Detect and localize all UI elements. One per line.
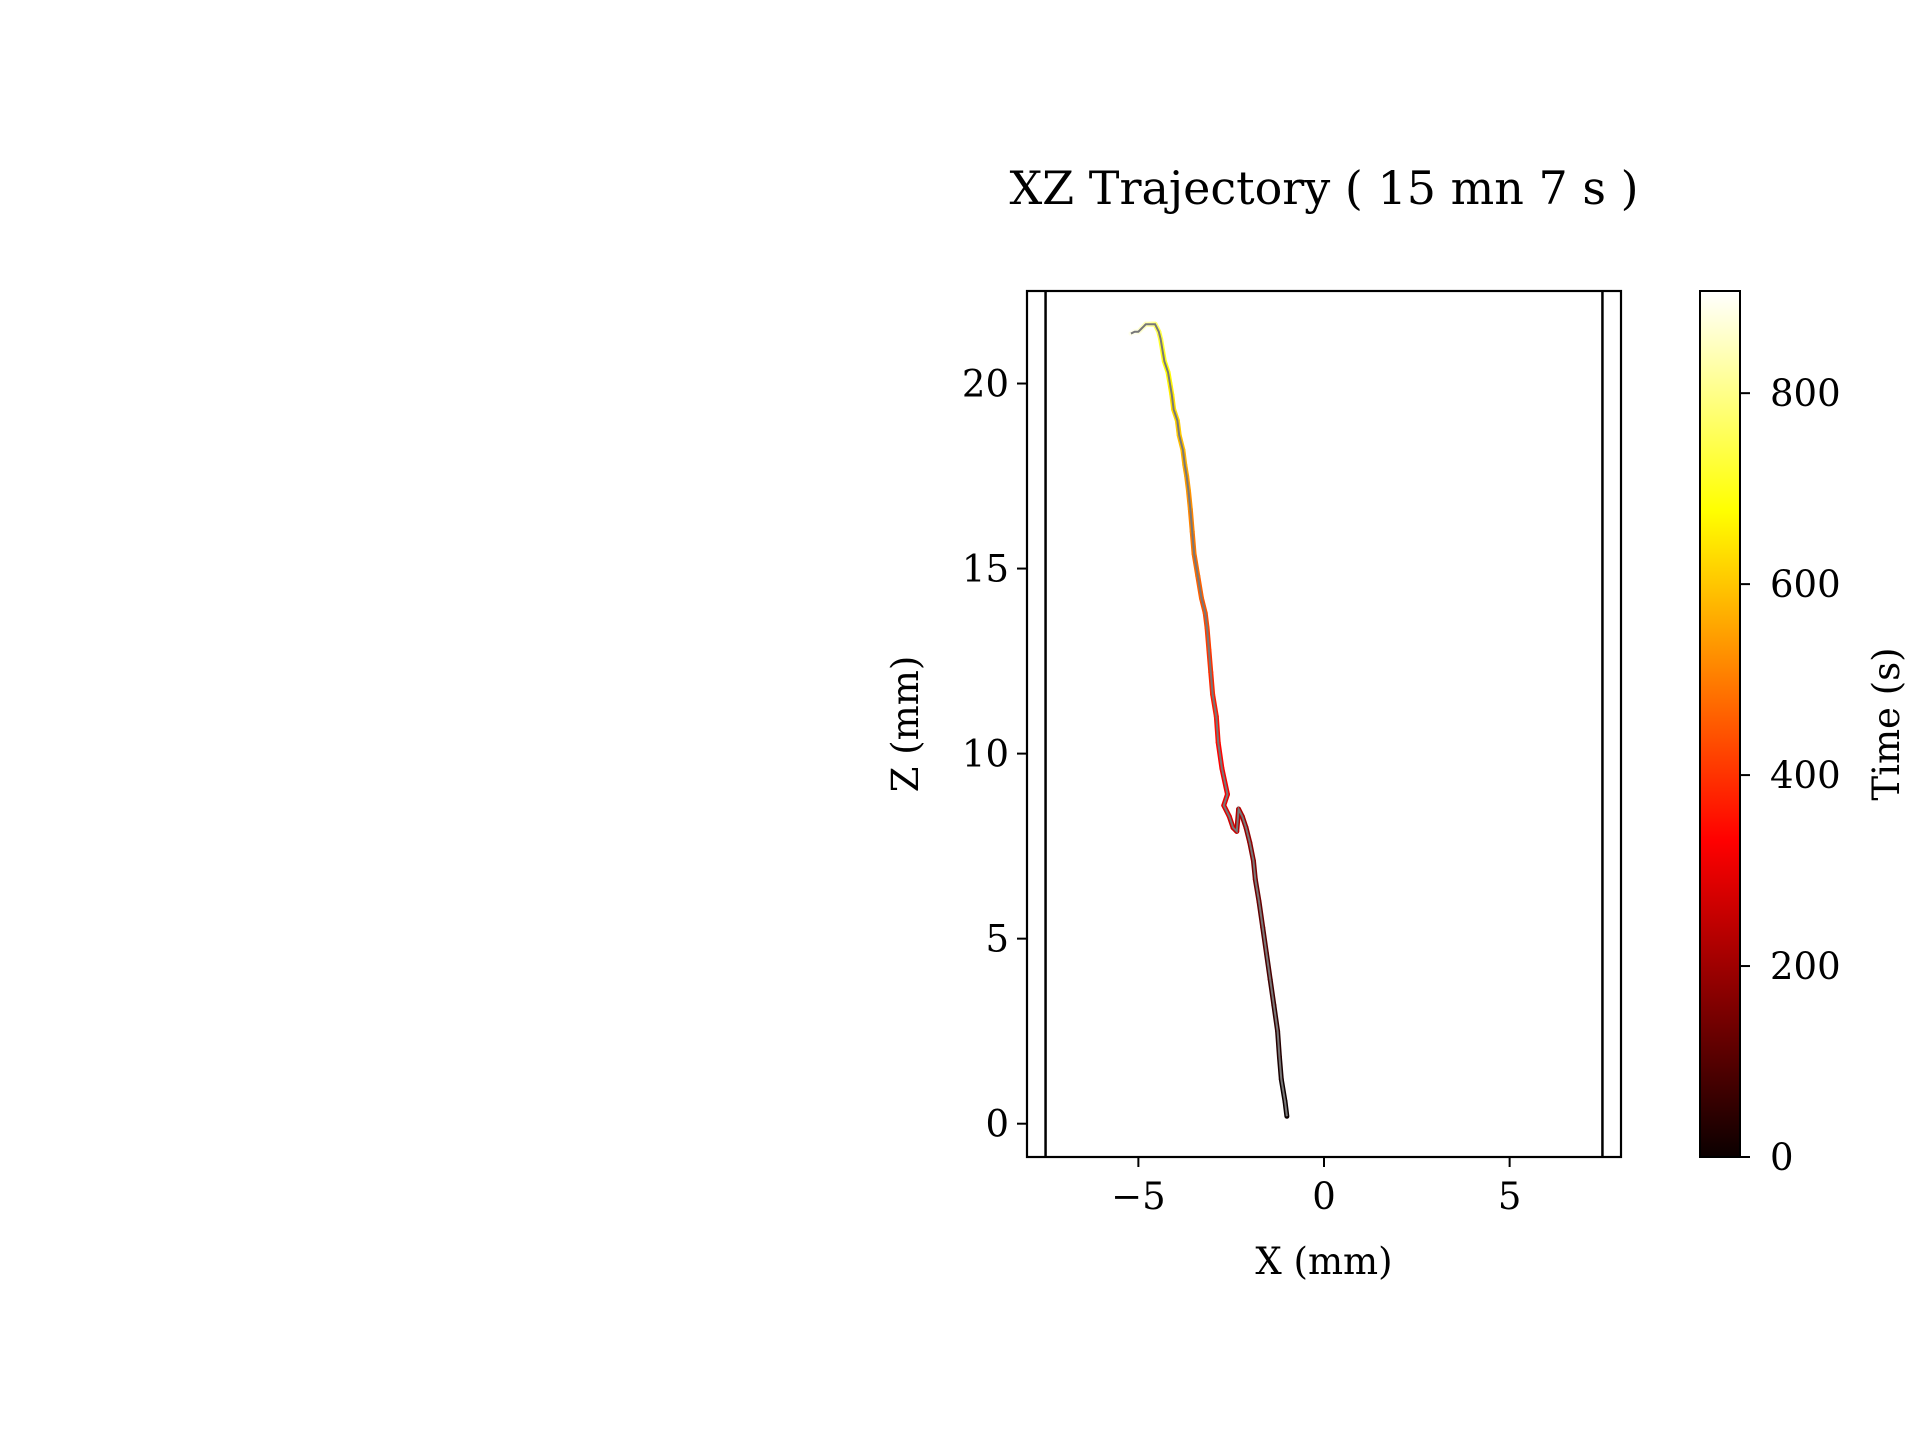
y-tick-label: 10 [962,733,1009,776]
colorbar: 0 200 400 600 800 Time (s) [1699,290,1908,1179]
colorbar-tick-label: 400 [1770,754,1841,797]
y-axis: 0 5 10 15 20 [962,363,1027,1146]
y-axis-label: Z (mm) [884,656,927,793]
colorbar-gradient [1699,290,1741,1158]
colorbar-label: Time (s) [1865,647,1908,800]
chart-title: XZ Trajectory ( 15 mn 7 s ) [1009,161,1638,215]
x-tick-label: 5 [1498,1175,1522,1218]
colorbar-tick-label: 800 [1770,372,1841,415]
boundary-lines [1044,291,1604,1157]
y-tick-label: 20 [962,363,1009,406]
x-axis-label: X (mm) [1255,1240,1392,1283]
plot-area [1025,289,1623,1159]
x-tick-label: 0 [1312,1175,1336,1218]
trajectory-series [1128,321,1290,1119]
trajectory-line [1130,323,1288,1117]
plot-frame [1025,289,1623,1159]
y-tick-label: 15 [962,548,1009,591]
colorbar-tick-label: 600 [1770,563,1841,606]
colorbar-tick-label: 200 [1770,945,1841,988]
x-axis: −5 0 5 [1111,1157,1521,1218]
x-tick-label: −5 [1111,1175,1166,1218]
y-tick-label: 0 [985,1103,1009,1146]
colorbar-tick-label: 0 [1770,1136,1794,1179]
colorbar-ticks: 0 200 400 600 800 [1740,372,1841,1179]
y-tick-label: 5 [985,918,1009,961]
